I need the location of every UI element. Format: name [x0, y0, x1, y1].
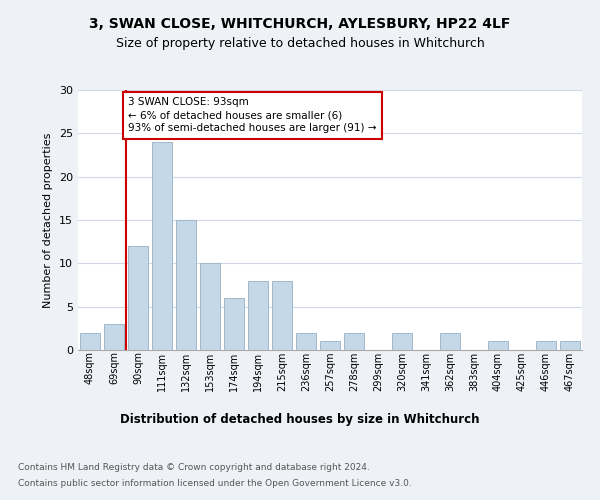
- Bar: [272, 280, 292, 350]
- Bar: [488, 342, 508, 350]
- Bar: [200, 264, 220, 350]
- Bar: [320, 342, 340, 350]
- Bar: [128, 246, 148, 350]
- Text: 3, SWAN CLOSE, WHITCHURCH, AYLESBURY, HP22 4LF: 3, SWAN CLOSE, WHITCHURCH, AYLESBURY, HP…: [89, 18, 511, 32]
- Bar: [536, 342, 556, 350]
- Bar: [344, 332, 364, 350]
- Bar: [80, 332, 100, 350]
- Bar: [104, 324, 124, 350]
- Text: Distribution of detached houses by size in Whitchurch: Distribution of detached houses by size …: [120, 412, 480, 426]
- Bar: [440, 332, 460, 350]
- Bar: [152, 142, 172, 350]
- Text: Size of property relative to detached houses in Whitchurch: Size of property relative to detached ho…: [116, 38, 484, 51]
- Bar: [296, 332, 316, 350]
- Bar: [248, 280, 268, 350]
- Text: Contains HM Land Registry data © Crown copyright and database right 2024.: Contains HM Land Registry data © Crown c…: [18, 462, 370, 471]
- Text: Contains public sector information licensed under the Open Government Licence v3: Contains public sector information licen…: [18, 479, 412, 488]
- Y-axis label: Number of detached properties: Number of detached properties: [43, 132, 53, 308]
- Bar: [176, 220, 196, 350]
- Bar: [560, 342, 580, 350]
- Text: 3 SWAN CLOSE: 93sqm
← 6% of detached houses are smaller (6)
93% of semi-detached: 3 SWAN CLOSE: 93sqm ← 6% of detached hou…: [128, 97, 377, 134]
- Bar: [224, 298, 244, 350]
- Bar: [392, 332, 412, 350]
